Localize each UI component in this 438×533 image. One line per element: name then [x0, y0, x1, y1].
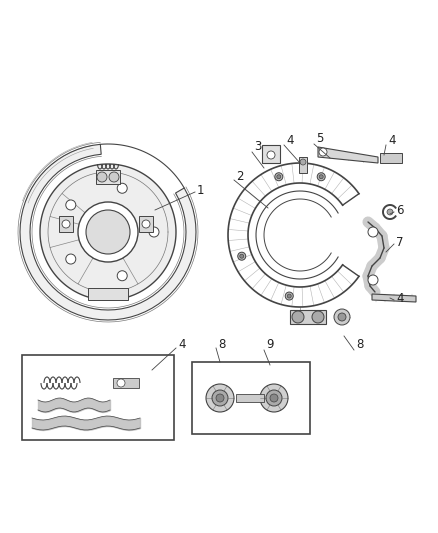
Text: 6: 6	[396, 204, 404, 216]
Text: 4: 4	[178, 337, 186, 351]
Bar	[113, 378, 139, 388]
Circle shape	[117, 379, 125, 387]
Polygon shape	[318, 147, 378, 163]
Text: 8: 8	[218, 337, 226, 351]
Text: 4: 4	[396, 292, 404, 304]
Circle shape	[317, 173, 325, 181]
Text: 5: 5	[316, 132, 324, 144]
Circle shape	[97, 172, 107, 182]
Circle shape	[212, 390, 228, 406]
Circle shape	[319, 175, 323, 179]
Text: 7: 7	[396, 236, 404, 248]
Polygon shape	[20, 144, 196, 320]
Bar	[59, 216, 73, 232]
Polygon shape	[372, 294, 416, 302]
Circle shape	[387, 209, 393, 215]
Bar	[88, 288, 128, 300]
Circle shape	[267, 151, 275, 159]
Text: 3: 3	[254, 140, 261, 152]
Bar	[262, 145, 280, 163]
Circle shape	[300, 159, 306, 165]
Circle shape	[292, 311, 304, 323]
Circle shape	[142, 220, 150, 228]
Circle shape	[260, 384, 288, 412]
Circle shape	[319, 148, 327, 156]
Circle shape	[287, 294, 291, 298]
Circle shape	[240, 254, 244, 258]
Circle shape	[277, 175, 281, 179]
Circle shape	[66, 254, 76, 264]
Circle shape	[117, 271, 127, 281]
Bar	[236, 394, 264, 402]
Bar	[139, 216, 153, 232]
Circle shape	[86, 210, 130, 254]
Circle shape	[275, 173, 283, 181]
Bar	[299, 157, 307, 173]
Circle shape	[334, 309, 350, 325]
Text: 9: 9	[266, 337, 274, 351]
Text: 8: 8	[356, 337, 364, 351]
Circle shape	[238, 252, 246, 260]
Text: 4: 4	[286, 133, 294, 147]
Polygon shape	[40, 164, 176, 300]
Circle shape	[66, 200, 76, 210]
Circle shape	[338, 313, 346, 321]
Circle shape	[368, 227, 378, 237]
Text: 1: 1	[196, 183, 204, 197]
Circle shape	[206, 384, 234, 412]
Bar	[22, 355, 174, 440]
Circle shape	[266, 390, 282, 406]
Bar	[380, 153, 402, 163]
Text: 4: 4	[388, 133, 396, 147]
Bar	[192, 362, 310, 434]
Circle shape	[368, 275, 378, 285]
Circle shape	[285, 292, 293, 300]
Circle shape	[78, 202, 138, 262]
Circle shape	[312, 311, 324, 323]
Bar	[96, 170, 120, 184]
Circle shape	[117, 183, 127, 193]
Bar	[290, 310, 326, 324]
Circle shape	[270, 394, 278, 402]
Text: 2: 2	[236, 169, 244, 182]
Circle shape	[216, 394, 224, 402]
Circle shape	[62, 220, 70, 228]
Circle shape	[149, 227, 159, 237]
Circle shape	[109, 172, 119, 182]
